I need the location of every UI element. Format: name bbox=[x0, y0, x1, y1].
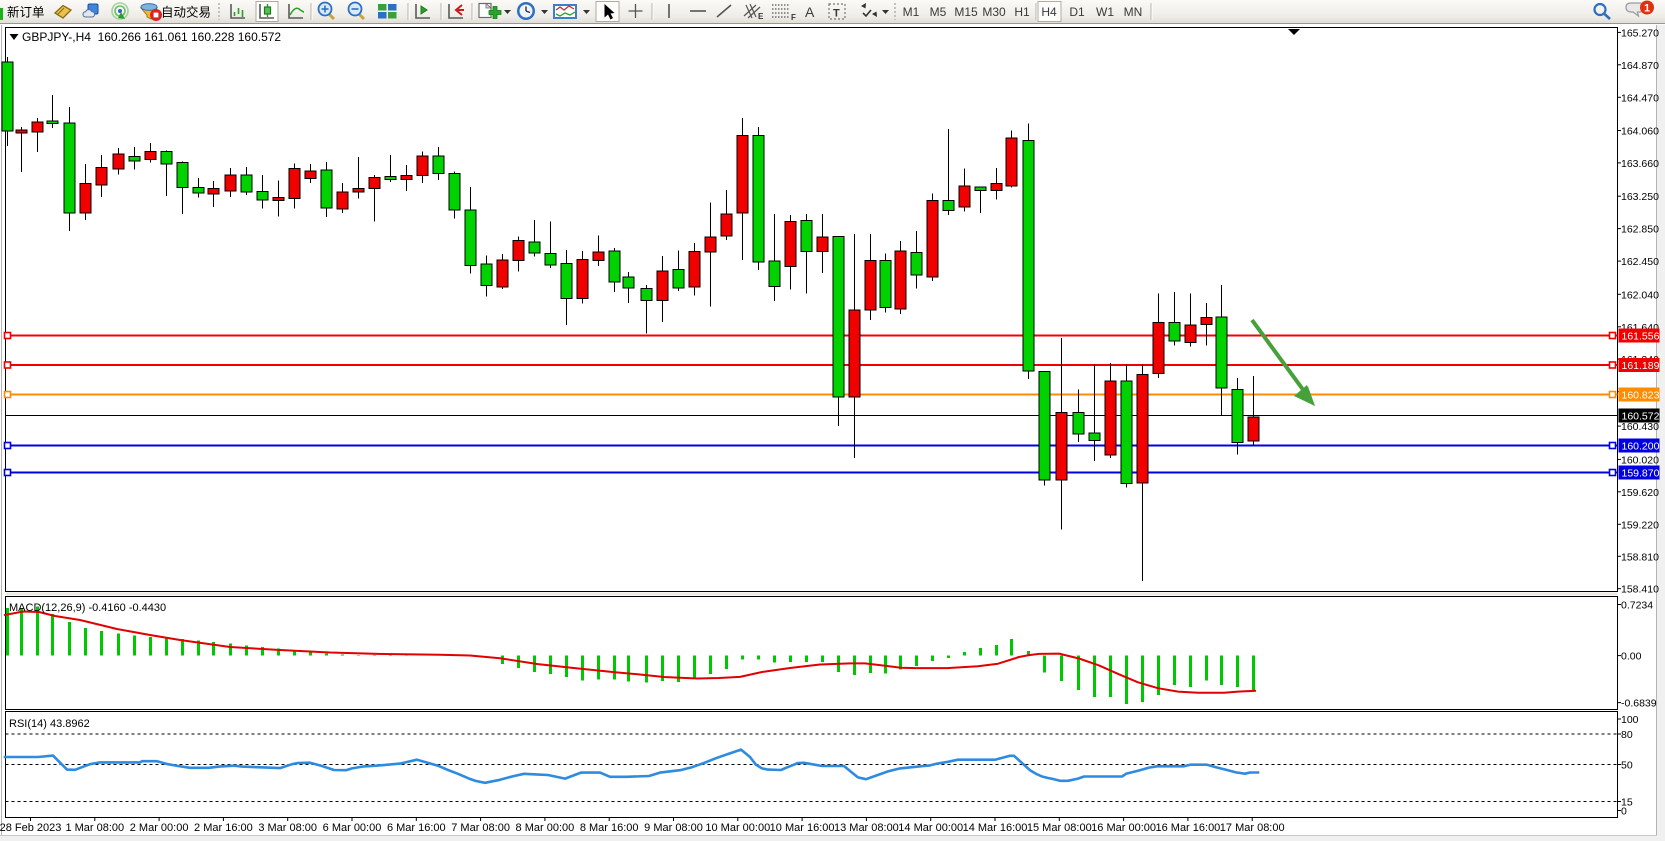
svg-text:W1: W1 bbox=[1096, 5, 1114, 19]
svg-text:10 Mar 00:00: 10 Mar 00:00 bbox=[705, 822, 770, 834]
svg-text:RSI(14) 43.8962: RSI(14) 43.8962 bbox=[9, 718, 90, 730]
svg-text:164.870: 164.870 bbox=[1621, 60, 1659, 72]
svg-text:10 Mar 16:00: 10 Mar 16:00 bbox=[770, 822, 835, 834]
svg-text:161.556: 161.556 bbox=[1622, 331, 1660, 343]
svg-text:8 Mar 16:00: 8 Mar 16:00 bbox=[580, 822, 639, 834]
svg-text:3 Mar 08:00: 3 Mar 08:00 bbox=[258, 822, 317, 834]
svg-text:161.189: 161.189 bbox=[1622, 360, 1660, 372]
svg-text:H1: H1 bbox=[1014, 5, 1030, 19]
svg-text:F: F bbox=[791, 13, 796, 22]
svg-text:160.430: 160.430 bbox=[1621, 421, 1659, 433]
svg-text:M1: M1 bbox=[903, 5, 920, 19]
svg-text:8 Mar 00:00: 8 Mar 00:00 bbox=[516, 822, 575, 834]
svg-text:163.660: 163.660 bbox=[1621, 158, 1659, 170]
svg-text:2 Mar 00:00: 2 Mar 00:00 bbox=[130, 822, 189, 834]
svg-text:160.572: 160.572 bbox=[1622, 411, 1660, 423]
svg-text:162.850: 162.850 bbox=[1621, 224, 1659, 236]
svg-text:160.020: 160.020 bbox=[1621, 454, 1659, 466]
svg-text:0.7234: 0.7234 bbox=[1621, 600, 1653, 612]
svg-text:2 Mar 16:00: 2 Mar 16:00 bbox=[194, 822, 253, 834]
svg-text:159.620: 159.620 bbox=[1621, 487, 1659, 499]
svg-text:H4: H4 bbox=[1041, 5, 1057, 19]
svg-text:159.220: 159.220 bbox=[1621, 519, 1659, 531]
svg-text:50: 50 bbox=[1621, 760, 1633, 772]
svg-text:16 Mar 00:00: 16 Mar 00:00 bbox=[1091, 822, 1156, 834]
svg-text:M30: M30 bbox=[982, 5, 1006, 19]
svg-text:158.410: 158.410 bbox=[1621, 584, 1659, 596]
svg-text:164.470: 164.470 bbox=[1621, 92, 1659, 104]
svg-text:1: 1 bbox=[1644, 3, 1650, 15]
svg-text:162.450: 162.450 bbox=[1621, 256, 1659, 268]
svg-text:15: 15 bbox=[1621, 797, 1633, 809]
svg-text:D1: D1 bbox=[1069, 5, 1085, 19]
svg-text:6 Mar 00:00: 6 Mar 00:00 bbox=[323, 822, 382, 834]
svg-text:80: 80 bbox=[1621, 729, 1633, 741]
svg-text:A: A bbox=[805, 4, 815, 20]
svg-text:E: E bbox=[758, 12, 764, 21]
svg-text:M5: M5 bbox=[930, 5, 947, 19]
svg-text:15 Mar 08:00: 15 Mar 08:00 bbox=[1027, 822, 1092, 834]
svg-text:160.200: 160.200 bbox=[1622, 441, 1660, 453]
svg-text:M15: M15 bbox=[954, 5, 978, 19]
svg-text:16 Mar 16:00: 16 Mar 16:00 bbox=[1155, 822, 1220, 834]
svg-text:7 Mar 08:00: 7 Mar 08:00 bbox=[451, 822, 510, 834]
svg-text:160.823: 160.823 bbox=[1622, 390, 1660, 402]
svg-text:17 Mar 08:00: 17 Mar 08:00 bbox=[1220, 822, 1285, 834]
svg-text:164.060: 164.060 bbox=[1621, 126, 1659, 138]
svg-text:13 Mar 08:00: 13 Mar 08:00 bbox=[834, 822, 899, 834]
svg-text:9 Mar 08:00: 9 Mar 08:00 bbox=[644, 822, 703, 834]
svg-text:6 Mar 16:00: 6 Mar 16:00 bbox=[387, 822, 446, 834]
svg-text:0: 0 bbox=[1621, 806, 1627, 818]
svg-text:28 Feb 2023: 28 Feb 2023 bbox=[0, 822, 61, 834]
svg-text:158.810: 158.810 bbox=[1621, 551, 1659, 563]
svg-text:163.250: 163.250 bbox=[1621, 191, 1659, 203]
svg-text:14 Mar 16:00: 14 Mar 16:00 bbox=[963, 822, 1028, 834]
svg-text:0.00: 0.00 bbox=[1621, 651, 1642, 663]
svg-text:MACD(12,26,9) -0.4160 -0.4430: MACD(12,26,9) -0.4160 -0.4430 bbox=[9, 602, 166, 614]
svg-text:1 Mar 08:00: 1 Mar 08:00 bbox=[65, 822, 124, 834]
svg-text:T: T bbox=[833, 8, 840, 20]
svg-text:159.870: 159.870 bbox=[1622, 468, 1660, 480]
svg-text:165.270: 165.270 bbox=[1621, 27, 1659, 39]
svg-text:MN: MN bbox=[1124, 5, 1143, 19]
svg-text:-0.6839: -0.6839 bbox=[1621, 698, 1657, 710]
svg-text:GBPJPY-,H4 160.266 161.061 16: GBPJPY-,H4 160.266 161.061 160.228 160.5… bbox=[22, 30, 281, 44]
svg-text:100: 100 bbox=[1621, 714, 1639, 726]
svg-text:162.040: 162.040 bbox=[1621, 289, 1659, 301]
svg-text:14 Mar 00:00: 14 Mar 00:00 bbox=[898, 822, 963, 834]
svg-text:新订单: 新订单 bbox=[7, 5, 45, 20]
svg-text:自动交易: 自动交易 bbox=[161, 5, 211, 20]
